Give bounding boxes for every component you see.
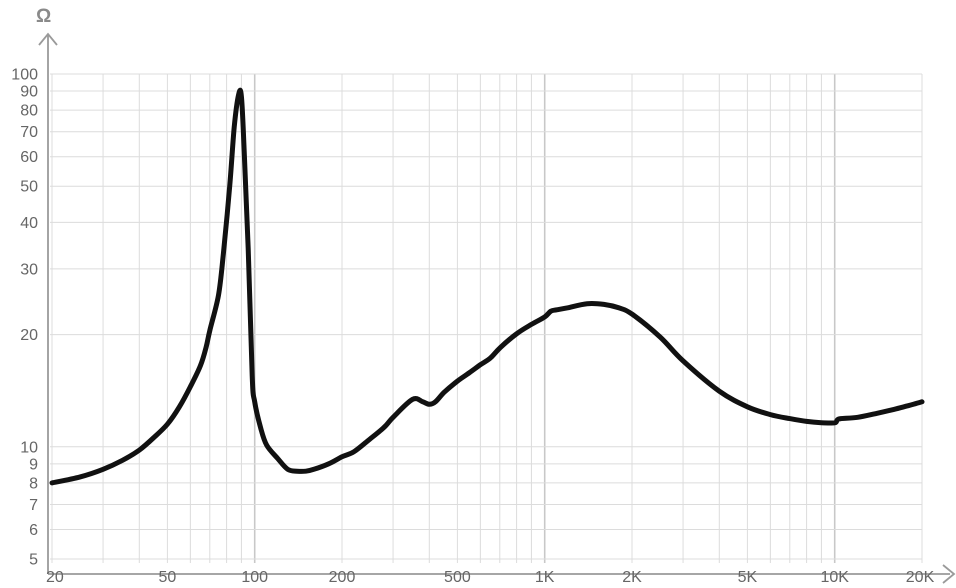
axes: Ω: [36, 6, 956, 584]
y-tick-label: 100: [11, 67, 38, 84]
series: [49, 87, 925, 486]
x-tick-label: 20: [46, 569, 64, 586]
x-axis-arrow: [48, 564, 956, 584]
grid: [50, 73, 923, 563]
y-tick-label: 10: [20, 439, 38, 456]
x-tick-label: 5K: [738, 569, 758, 586]
x-tick-label: 1K: [535, 569, 555, 586]
y-tick-label: 9: [29, 456, 38, 473]
x-tick-labels: 20 50 100 200 500 1K 2K 5K 10K 20K: [46, 569, 935, 586]
x-tick-label: 20K: [906, 569, 935, 586]
y-tick-label: 70: [20, 124, 38, 141]
y-tick-label: 6: [29, 522, 38, 539]
x-tick-label: 50: [159, 569, 177, 586]
y-tick-label: 5: [29, 552, 38, 569]
y-tick-label: 20: [20, 327, 38, 344]
x-tick-label: 500: [444, 569, 471, 586]
x-tick-label: 2K: [622, 569, 642, 586]
y-tick-label: 50: [20, 179, 38, 196]
x-tick-label: 200: [329, 569, 356, 586]
y-tick-label: 90: [20, 84, 38, 101]
y-axis-arrow: [38, 32, 58, 574]
y-axis-unit-label: Ω: [36, 6, 51, 27]
y-tick-label: 7: [29, 497, 38, 514]
x-tick-label: 10K: [820, 569, 849, 586]
y-tick-label: 8: [29, 475, 38, 492]
impedance-curve-0: [49, 87, 925, 486]
y-tick-label: 30: [20, 261, 38, 278]
y-tick-label: 60: [20, 149, 38, 166]
y-tick-label: 80: [20, 103, 38, 120]
x-tick-label: 100: [241, 569, 268, 586]
y-tick-label: 40: [20, 215, 38, 232]
